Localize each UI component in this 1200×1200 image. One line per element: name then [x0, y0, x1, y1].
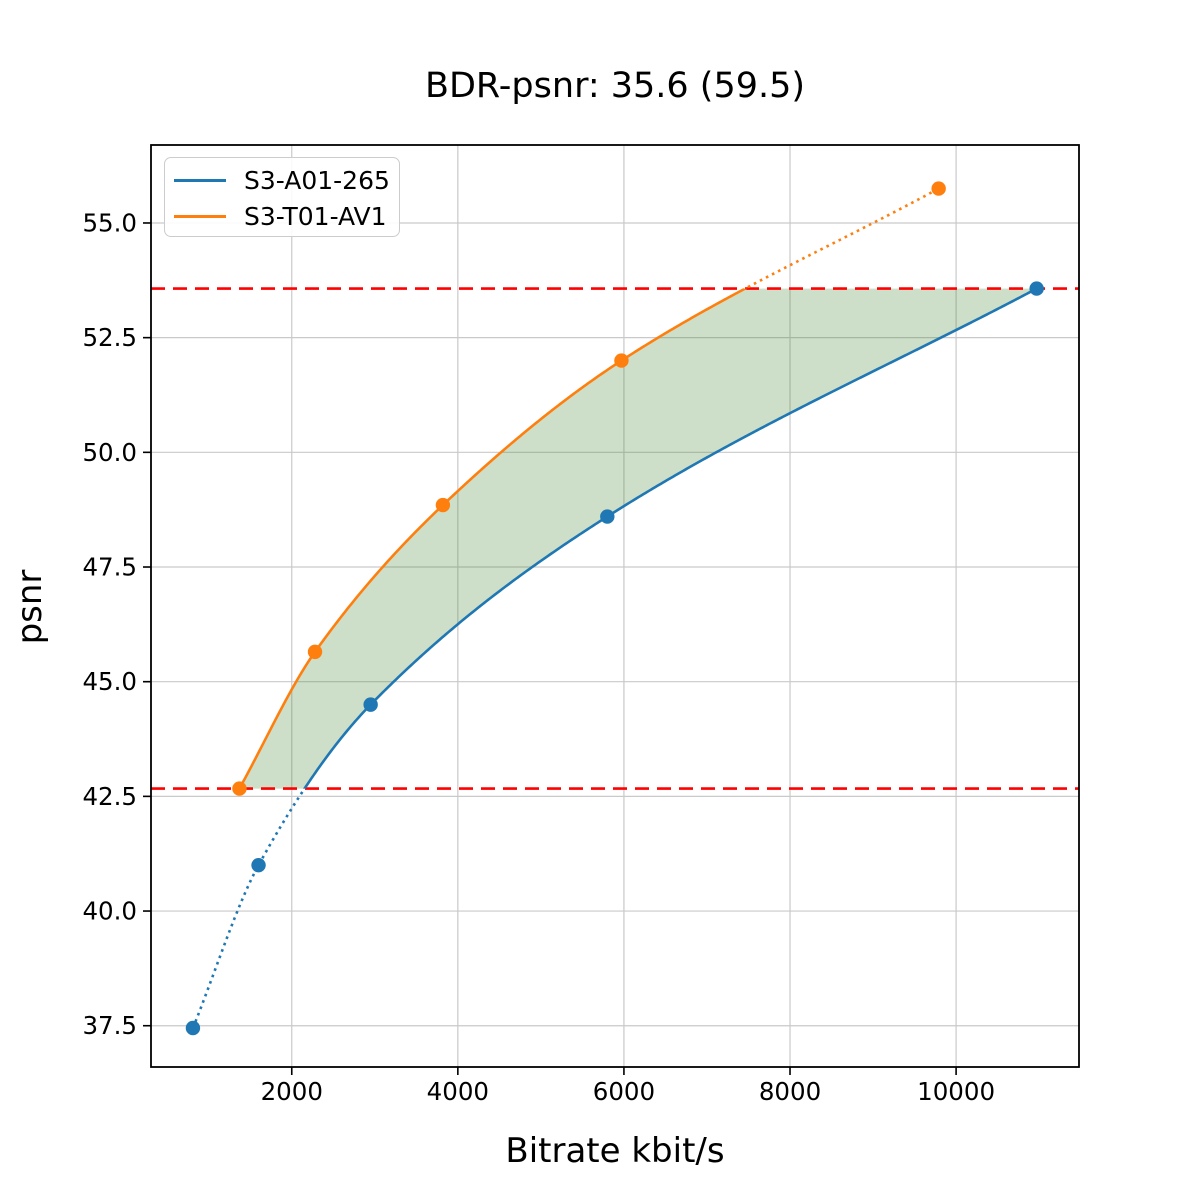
data-point-markers: [185, 181, 1044, 1036]
data-point-S3-A01-265: [185, 1020, 201, 1036]
data-point-S3-A01-265: [600, 509, 615, 524]
data-point-S3-T01-AV1: [435, 497, 451, 513]
series-curve-dotted-S3-T01-AV1: [238, 187, 940, 790]
legend-line-sample-blue: [174, 178, 226, 182]
legend-entry-s3-a01-265: S3-A01-265: [174, 162, 390, 198]
y-tick-label: 42.5: [82, 782, 137, 811]
x-axis-title: Bitrate kbit/s: [505, 1131, 725, 1171]
data-point-S3-A01-265: [1029, 281, 1044, 296]
tick-marks: [143, 222, 957, 1075]
y-axis-title: psnr: [10, 569, 50, 645]
x-tick-label: 2000: [261, 1077, 323, 1106]
data-point-S3-T01-AV1: [307, 644, 323, 660]
bd-shaded-area: [239, 288, 1037, 789]
x-tick-label: 10000: [917, 1077, 995, 1106]
plot-border: [150, 144, 1080, 1068]
data-point-S3-T01-AV1: [614, 353, 629, 368]
data-point-S3-A01-265: [251, 857, 266, 873]
legend-label: S3-A01-265: [244, 165, 390, 195]
series-curve-solid-S3-T01-AV1: [238, 288, 748, 789]
y-tick-label: 45.0: [82, 667, 137, 696]
axes-spines: [150, 144, 1080, 1068]
y-tick-label: 50.0: [82, 438, 137, 467]
y-tick-label: 52.5: [82, 323, 137, 352]
legend: S3-A01-265 S3-T01-AV1: [164, 157, 400, 237]
y-tick-label: 37.5: [82, 1011, 137, 1040]
y-tick-label: 47.5: [82, 553, 137, 582]
data-point-S3-A01-265: [363, 697, 378, 712]
y-tick-label: 55.0: [82, 208, 137, 237]
data-point-S3-T01-AV1: [232, 781, 247, 796]
tick-labels: 2000 4000 6000 8000 10000 37.5 40.0 42.5 45.0 47.…: [82, 208, 995, 1106]
legend-label: S3-T01-AV1: [244, 201, 387, 231]
legend-line-sample-orange: [174, 214, 226, 218]
legend-entry-s3-t01-av1: S3-T01-AV1: [174, 198, 389, 234]
x-tick-label: 6000: [593, 1077, 655, 1106]
x-tick-label: 8000: [759, 1077, 821, 1106]
chart-title: BDR-psnr: 35.6 (59.5): [424, 66, 806, 106]
x-tick-label: 4000: [427, 1077, 489, 1106]
y-tick-label: 40.0: [82, 897, 137, 926]
data-point-S3-T01-AV1: [931, 181, 946, 196]
bd-area-polygon: [239, 288, 1037, 789]
gridlines: [151, 145, 1079, 1067]
